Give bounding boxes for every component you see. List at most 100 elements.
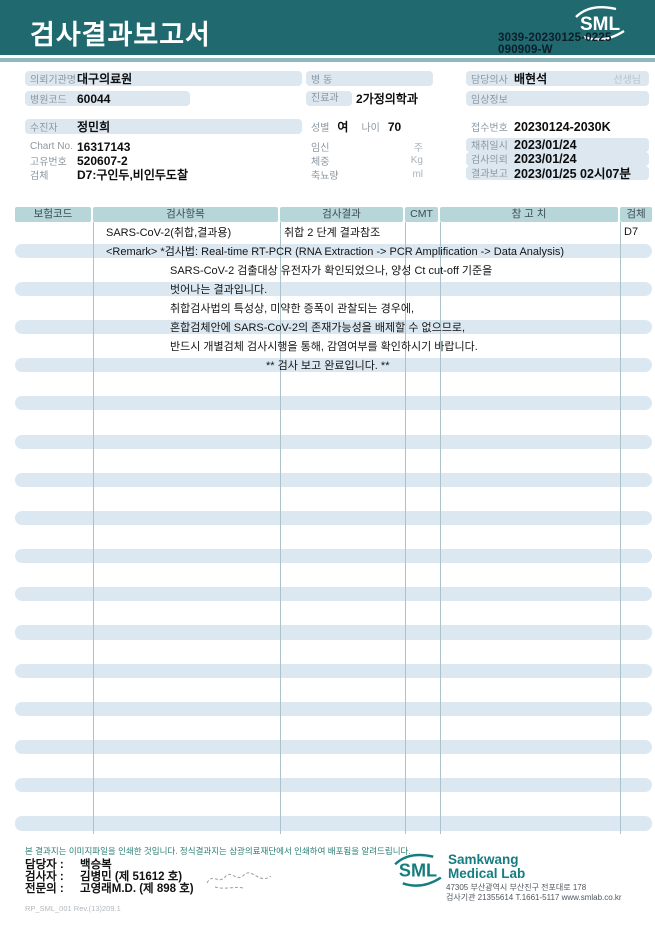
doctor-label: 담당의사 bbox=[471, 75, 508, 86]
column-divider bbox=[280, 222, 281, 834]
cell-test-result: 취합 2 단계 결과참조 bbox=[284, 226, 381, 239]
remark-line: 반드시 개별검체 검사시행을 통해, 감염여부를 확인하시기 바랍니다. bbox=[170, 341, 478, 354]
lab-name-line1: Samkwang bbox=[448, 852, 519, 867]
hosp-code-label: 병원코드 bbox=[30, 95, 67, 106]
logo-text: SML bbox=[580, 14, 621, 35]
logo-arc-top bbox=[575, 6, 617, 18]
table-row bbox=[15, 508, 652, 527]
table-row bbox=[15, 738, 652, 757]
specialist-role: 전문의 : bbox=[25, 883, 64, 895]
info-row-hosp-code: 병원코드 60044 bbox=[25, 91, 190, 106]
receipt-no-label: 접수번호 bbox=[471, 123, 508, 134]
dept-value: 2가정의학과 bbox=[356, 92, 418, 106]
table-row bbox=[15, 413, 652, 432]
info-row-org: 의뢰기관명 대구의료원 bbox=[25, 71, 302, 86]
print-notice: 본 결과지는 이미지파일을 인쇄한 것입니다. 정식결과지는 삼광의료재단에서 … bbox=[25, 846, 411, 856]
col-header-test-result: 검사결과 bbox=[280, 207, 403, 222]
cell-test-item: SARS-CoV-2(취합,결과용) bbox=[106, 226, 232, 239]
footer-logo-text: SML bbox=[399, 861, 437, 881]
remark-line: 벗어나는 결과입니다. bbox=[170, 283, 268, 296]
info-row-urine: 축뇨량 ml bbox=[306, 167, 433, 182]
manager-role: 담당자 : bbox=[25, 859, 64, 871]
sml-footer-logo-icon: SML bbox=[390, 850, 446, 895]
table-row bbox=[15, 375, 652, 394]
info-row-dept: 진료과 2가정의학과 bbox=[306, 91, 433, 106]
staff-row-manager: 담당자 : 백승복 bbox=[25, 856, 112, 872]
column-divider bbox=[93, 222, 94, 834]
age-value: 70 bbox=[387, 119, 402, 134]
info-row-requested: 검사의뢰 2023/01/24 bbox=[466, 152, 649, 166]
sex-label: 성별 bbox=[311, 123, 330, 134]
table-body: SARS-CoV-2(취합,결과용) 취합 2 단계 결과참조 D7 <Remark>… bbox=[15, 222, 652, 834]
table-row: <Remark> *검사법: Real-time RT-PCR (RNA Ext… bbox=[15, 241, 652, 260]
info-row-patient: 수진자 정민희 bbox=[25, 119, 302, 134]
patient-label: 수진자 bbox=[30, 123, 58, 134]
chart-no-label: Chart No. bbox=[30, 141, 73, 152]
info-row-reported: 결과보고 2023/01/25 02시07분 bbox=[466, 166, 649, 182]
org-label: 의뢰기관명 bbox=[30, 75, 76, 86]
age-label: 나이 bbox=[361, 123, 380, 134]
col-header-specimen: 검체 bbox=[620, 207, 652, 222]
table-row bbox=[15, 680, 652, 699]
info-row-collected: 채취일시 2023/01/24 bbox=[466, 138, 649, 152]
unique-no-value: 520607-2 bbox=[77, 153, 128, 168]
report-number-line1: 3039-20230125-0225 bbox=[498, 32, 612, 44]
table-row: 벗어나는 결과입니다. bbox=[15, 279, 652, 298]
staff-row-examiner: 검사자 : 김병민 (제 51612 호) bbox=[25, 868, 182, 884]
dept-label: 진료과 bbox=[306, 91, 352, 106]
page-title: 검사결과보고서 bbox=[30, 20, 211, 50]
weight-label: 체중 bbox=[311, 157, 330, 168]
document-code: RP_SML_001 Rev.(13)209.1 bbox=[25, 904, 121, 913]
weight-unit: Kg bbox=[410, 155, 423, 166]
table-row bbox=[15, 470, 652, 489]
collected-label: 채취일시 bbox=[471, 141, 508, 153]
table-row bbox=[15, 547, 652, 566]
requested-value: 2023/01/24 bbox=[514, 151, 577, 166]
table-row bbox=[15, 718, 652, 737]
ward-label: 병 동 bbox=[311, 75, 333, 86]
info-row-pregnancy: 임신 주 bbox=[306, 139, 433, 154]
table-row: SARS-CoV-2 검출대상 유전자가 확인되었으나, 양성 Ct cut-o… bbox=[15, 260, 652, 279]
cell-specimen: D7 bbox=[624, 225, 639, 238]
info-row-sex-age: 성별 여 나이 70 bbox=[306, 119, 433, 135]
org-value: 대구의료원 bbox=[77, 72, 133, 86]
info-row-specimen: 검체 D7:구인두,비인두도찰 bbox=[25, 167, 315, 182]
table-row: 취합검사법의 특성상, 미약한 증폭이 관찰되는 경우에, bbox=[15, 298, 652, 317]
info-row-chart-no: Chart No. 16317143 bbox=[25, 139, 302, 154]
table-row bbox=[15, 604, 652, 623]
info-row-unique-no: 고유번호 520607-2 bbox=[25, 153, 302, 169]
manager-name: 백승복 bbox=[80, 859, 112, 871]
pregnancy-unit: 주 bbox=[413, 143, 423, 154]
banner-strip bbox=[0, 58, 655, 62]
sex-value: 여 bbox=[337, 120, 349, 134]
pregnancy-label: 임신 bbox=[311, 143, 330, 154]
table-row bbox=[15, 394, 652, 413]
reported-value: 2023/01/25 02시07분 bbox=[514, 167, 631, 182]
examiner-role: 검사자 : bbox=[25, 871, 64, 883]
specimen-label: 검체 bbox=[30, 171, 49, 182]
report-number-line2: 090909-W bbox=[498, 43, 553, 56]
info-row-clinical: 임상정보 bbox=[466, 91, 649, 106]
remark-line: SARS-CoV-2 검출대상 유전자가 확인되었으나, 양성 Ct cut-o… bbox=[170, 264, 493, 277]
table-row bbox=[15, 776, 652, 795]
sml-logo-icon: SML bbox=[571, 2, 629, 49]
hosp-code-value: 60044 bbox=[77, 91, 111, 106]
info-row-receipt-no: 접수번호 20230124-2030K bbox=[466, 119, 655, 135]
lab-contact: 검사기관 21355614 T.1661-5117 www.smlab.co.k… bbox=[446, 893, 622, 902]
table-row: 반드시 개별검체 검사시행을 통해, 감염여부를 확인하시기 바랍니다. bbox=[15, 337, 652, 356]
table-row bbox=[15, 814, 652, 833]
column-divider bbox=[405, 222, 406, 834]
staff-row-specialist: 전문의 : 고영래M.D. (제 898 호) bbox=[25, 880, 194, 896]
table-row bbox=[15, 585, 652, 604]
table-header: 보험코드 검사항목 검사결과 CMT 참 고 치 검체 bbox=[15, 207, 652, 222]
table-row bbox=[15, 489, 652, 508]
remark-line: 혼합검체안에 SARS-CoV-2의 존재가능성을 배제할 수 없으므로, bbox=[170, 322, 466, 335]
table-row: 혼합검체안에 SARS-CoV-2의 존재가능성을 배제할 수 없으므로, bbox=[15, 317, 652, 336]
table-row bbox=[15, 451, 652, 470]
remark-line: <Remark> *검사법: Real-time RT-PCR (RNA Ext… bbox=[106, 245, 565, 258]
col-header-test-item: 검사항목 bbox=[93, 207, 278, 222]
col-header-reference: 참 고 치 bbox=[440, 207, 618, 222]
table-row bbox=[15, 661, 652, 680]
table-row bbox=[15, 795, 652, 814]
